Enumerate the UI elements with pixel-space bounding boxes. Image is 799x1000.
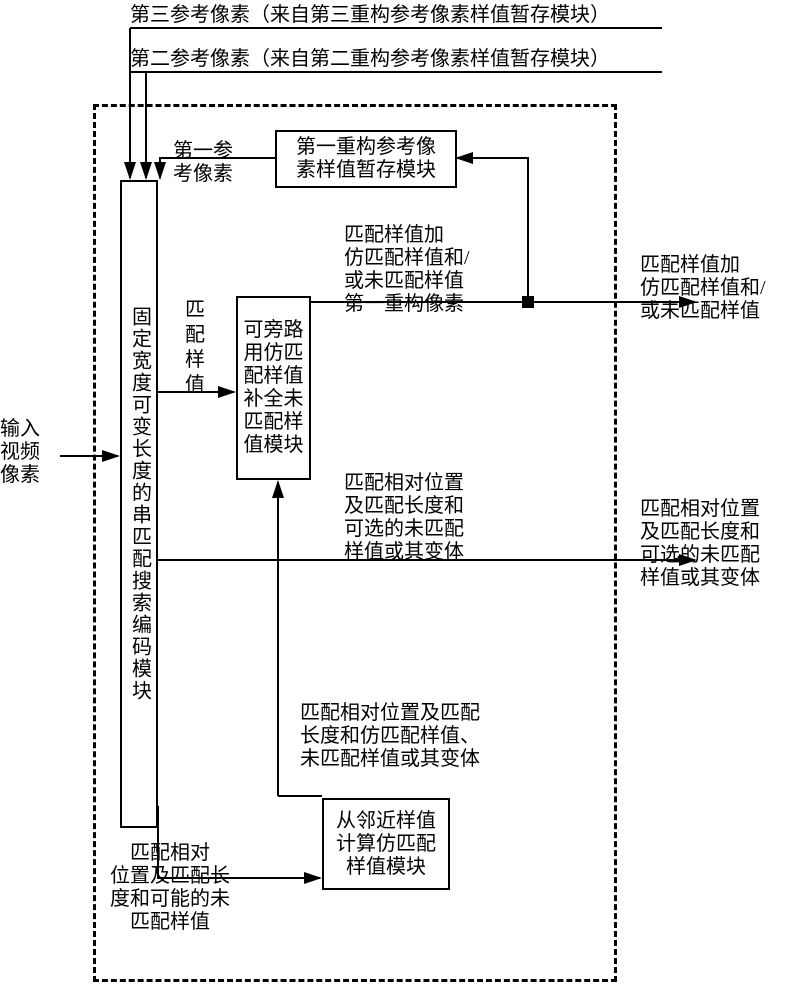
first-recon-ref-pixel-buffer-module: 第一重构参考像 素样值暂存模块 <box>275 130 457 188</box>
bottom-to-mid-label: 匹配相对位置及匹配 长度和仿匹配样值、 未匹配样值或其变体 <box>300 702 480 771</box>
compute-pseudo-match-from-neighbor-module: 从邻近样值 计算仿匹配 样值模块 <box>322 798 450 890</box>
input-video-pixel-label: 输入 视频 像素 <box>0 418 40 487</box>
ref1-label: 第一参 考像素 <box>173 140 233 186</box>
match-value-label: 匹 配 样 值 <box>185 298 205 398</box>
out2-external-label: 匹配相对位置 及匹配长度和 可选的未匹配 样值或其变体 <box>640 498 760 590</box>
out1-internal-label: 匹配样值加 仿匹配样值和/ 或未匹配样值 第一重构像素 <box>344 224 470 316</box>
out2-internal-label: 匹配相对位置 及匹配长度和 可选的未匹配 样值或其变体 <box>344 472 464 564</box>
mid-module-text: 可旁路 用仿匹 配样值 补全未 匹配样 值模块 <box>244 319 304 457</box>
fixed-width-module-text: 固定宽度可变长度的串匹配搜索编码模块 <box>128 306 151 702</box>
bypass-pseudo-match-complete-module: 可旁路 用仿匹 配样值 补全未 匹配样 值模块 <box>236 296 311 480</box>
bottom-module-text: 从邻近样值 计算仿匹配 样值模块 <box>336 810 436 879</box>
top-label-3rd: 第三参考像素（来自第三重构参考像素样值暂存模块） <box>130 4 610 27</box>
tr-module-text: 第一重构参考像 素样值暂存模块 <box>296 136 436 182</box>
left-bottom-label: 匹配相对 位置及匹配长 度和可能的未 匹配样值 <box>110 842 230 934</box>
out1-external-label: 匹配样值加 仿匹配样值和/ 或未匹配样值 <box>640 254 766 323</box>
fixed-width-string-match-encode-module: 固定宽度可变长度的串匹配搜索编码模块 <box>120 180 158 828</box>
top-label-2nd: 第二参考像素（来自第二重构参考像素样值暂存模块） <box>130 48 610 71</box>
